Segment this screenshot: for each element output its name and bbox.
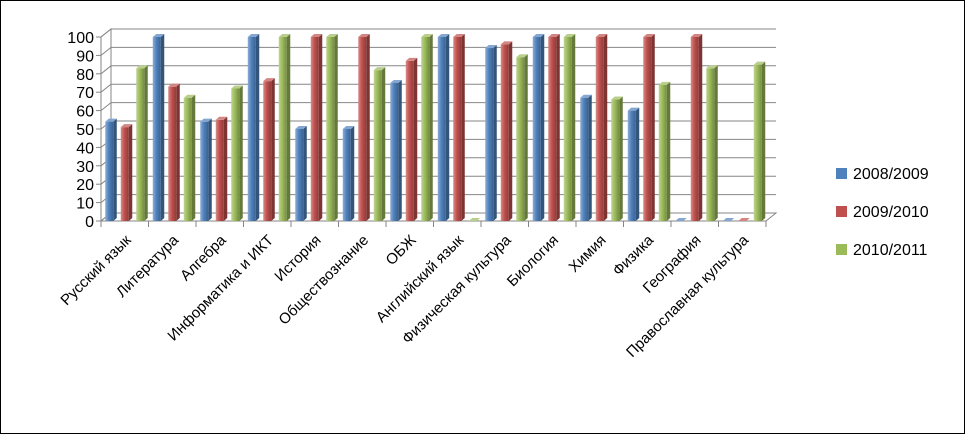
x-tick-label: Обществознание bbox=[275, 232, 372, 329]
y-tick-label: 60 bbox=[76, 104, 94, 121]
bar bbox=[105, 118, 117, 221]
bar bbox=[437, 34, 450, 221]
y-tick-label: 90 bbox=[76, 48, 94, 65]
bar bbox=[485, 45, 497, 221]
bar bbox=[516, 54, 528, 221]
bar bbox=[658, 81, 671, 221]
bar bbox=[643, 34, 655, 221]
bar bbox=[690, 34, 703, 221]
bar bbox=[278, 34, 291, 221]
bar bbox=[405, 57, 418, 221]
bar bbox=[595, 34, 608, 221]
bars bbox=[105, 34, 766, 222]
x-axis-ticks: Русский языкЛитератураАлгебраИнформатика… bbox=[57, 221, 767, 361]
bar bbox=[548, 34, 560, 221]
y-tick-label: 70 bbox=[76, 85, 94, 102]
bar bbox=[611, 96, 623, 221]
bar bbox=[231, 85, 243, 222]
legend-swatch bbox=[836, 206, 847, 217]
legend: 2008/2009 2009/2010 2010/2011 bbox=[836, 166, 929, 259]
bar bbox=[722, 218, 735, 221]
x-tick-label: Биология bbox=[504, 232, 562, 290]
bar bbox=[738, 218, 750, 221]
bar bbox=[627, 107, 640, 221]
x-tick-label: Английский язык bbox=[373, 232, 468, 327]
legend-label: 2010/2011 bbox=[853, 242, 928, 259]
bar bbox=[532, 34, 545, 221]
x-tick-label: Химия bbox=[566, 232, 610, 276]
y-tick-label: 80 bbox=[76, 67, 94, 84]
y-tick-label: 100 bbox=[67, 30, 94, 47]
bar bbox=[326, 34, 338, 221]
bar bbox=[468, 218, 481, 221]
legend-swatch bbox=[836, 168, 847, 179]
x-tick-label: ОБЖ bbox=[383, 232, 420, 269]
bar bbox=[580, 94, 592, 221]
bar bbox=[373, 67, 386, 222]
legend-label: 2009/2010 bbox=[853, 204, 929, 221]
bar bbox=[706, 65, 718, 221]
bar bbox=[295, 126, 307, 221]
bar bbox=[310, 34, 323, 221]
bar bbox=[263, 78, 275, 221]
bar bbox=[183, 94, 196, 221]
bar bbox=[168, 83, 180, 222]
y-tick-label: 30 bbox=[76, 159, 94, 176]
y-tick-label: 0 bbox=[85, 214, 94, 231]
bar bbox=[215, 116, 228, 221]
bar bbox=[152, 34, 165, 221]
bar bbox=[500, 41, 513, 221]
x-tick-label: Физика bbox=[610, 231, 658, 279]
bar bbox=[453, 34, 465, 221]
legend-swatch bbox=[836, 244, 847, 255]
y-tick-label: 50 bbox=[76, 122, 94, 139]
y-tick-label: 20 bbox=[76, 177, 94, 194]
bar bbox=[200, 118, 212, 221]
gridline bbox=[100, 28, 776, 38]
bar bbox=[563, 34, 576, 221]
bar bbox=[675, 218, 687, 221]
y-tick-label: 40 bbox=[76, 140, 94, 157]
bar bbox=[753, 61, 766, 221]
legend-label: 2008/2009 bbox=[853, 166, 929, 183]
y-tick-label: 10 bbox=[76, 196, 94, 213]
bar bbox=[120, 124, 133, 221]
bar bbox=[342, 126, 355, 221]
bar bbox=[390, 80, 402, 221]
bar bbox=[421, 34, 433, 221]
bar bbox=[247, 34, 260, 221]
bar bbox=[136, 65, 148, 221]
bar bbox=[358, 34, 370, 221]
